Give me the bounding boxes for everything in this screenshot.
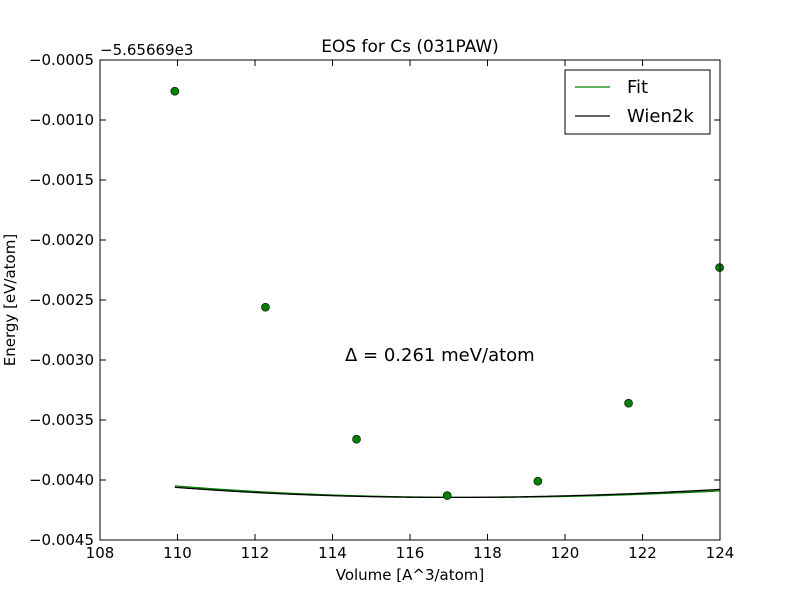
y-tick-label: −0.0045 (29, 531, 94, 549)
data-point (624, 398, 633, 408)
x-tick-label: 116 (396, 544, 425, 562)
x-tick-label: 114 (318, 544, 347, 562)
y-tick-label: −0.0020 (29, 231, 94, 249)
data-points (170, 86, 724, 500)
data-point (261, 302, 270, 312)
x-axis-ticks: 108 110 112 114 116 118 120 122 124 (86, 60, 735, 562)
plot-area (100, 60, 720, 540)
delta-annotation: Δ = 0.261 meV/atom (345, 345, 535, 366)
x-tick-label: 122 (628, 544, 657, 562)
y-tick-label: −0.0030 (29, 351, 94, 369)
x-axis-label: Volume [A^3/atom] (336, 566, 485, 584)
data-point (352, 434, 361, 444)
data-point (170, 86, 180, 96)
legend: Fit Wien2k (564, 69, 711, 135)
y-tick-label: −0.0040 (29, 471, 94, 489)
y-tick-label: −0.0015 (29, 171, 94, 189)
y-tick-label: −0.0005 (29, 51, 94, 69)
y-tick-label: −0.0025 (29, 291, 94, 309)
legend-label-fit: Fit (627, 77, 648, 98)
chart-title: EOS for Cs (031PAW) (321, 37, 499, 57)
x-tick-label: 120 (551, 544, 580, 562)
x-tick-label: 108 (86, 544, 115, 562)
y-axis-label: Energy [eV/atom] (1, 234, 19, 366)
legend-box (564, 69, 711, 135)
data-point (442, 491, 452, 500)
data-point (533, 476, 543, 486)
x-tick-label: 112 (241, 544, 270, 562)
y-axis-offset: −5.65669e3 (100, 41, 193, 59)
y-axis-ticks: −0.0045 −0.0040 −0.0035 −0.0030 −0.0025 −0.00… (29, 51, 720, 549)
x-tick-label: 124 (706, 544, 735, 562)
y-tick-label: −0.0010 (29, 111, 94, 129)
legend-label-wien2k: Wien2k (627, 106, 694, 127)
x-tick-label: 118 (473, 544, 502, 562)
x-tick-label: 110 (163, 544, 192, 562)
y-tick-label: −0.0035 (29, 411, 94, 429)
